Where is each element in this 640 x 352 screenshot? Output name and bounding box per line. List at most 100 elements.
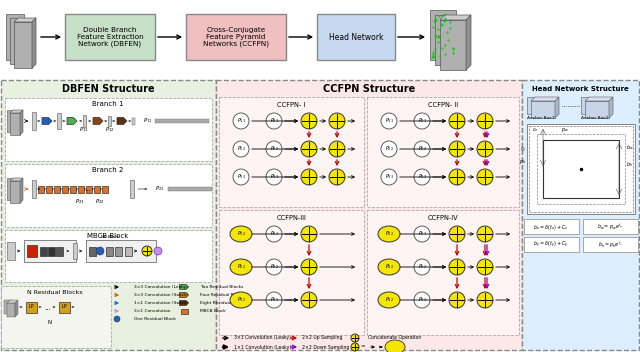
Bar (7, 178, 17, 200)
Bar (56, 246, 63, 256)
Polygon shape (555, 97, 559, 118)
Bar (440, 20, 466, 70)
Text: $P_{21}$: $P_{21}$ (269, 230, 278, 238)
Text: ...: ... (84, 186, 92, 192)
Text: $P_{13}$: $P_{13}$ (79, 126, 89, 134)
Circle shape (266, 113, 282, 129)
Text: Cross-Conjugate
Feature Pyramid
Networks (CCFPN): Cross-Conjugate Feature Pyramid Networks… (203, 27, 269, 47)
Text: $P_{22}$: $P_{22}$ (385, 263, 394, 271)
Bar (65, 14, 155, 60)
Circle shape (477, 113, 493, 129)
Circle shape (114, 316, 120, 322)
Text: Eight Residual Blocks: Eight Residual Blocks (200, 301, 246, 305)
Bar (435, 15, 461, 65)
Text: $P_{21}$: $P_{21}$ (417, 117, 426, 125)
Polygon shape (15, 300, 18, 317)
Bar (531, 101, 555, 118)
Circle shape (266, 292, 282, 308)
Text: $P_{12}$: $P_{12}$ (385, 230, 394, 238)
Text: $b_x = \delta(t_x) + C_x$: $b_x = \delta(t_x) + C_x$ (533, 222, 569, 232)
Polygon shape (531, 97, 559, 101)
Polygon shape (67, 118, 77, 125)
Text: 2×2 Down Sampling: 2×2 Down Sampling (302, 345, 349, 350)
Text: =: = (361, 345, 365, 350)
Bar (7, 110, 17, 132)
Bar (83, 115, 86, 127)
Text: $b_w$: $b_w$ (626, 144, 634, 152)
Text: NE Block: NE Block (101, 235, 119, 239)
Bar (38, 186, 44, 193)
Circle shape (233, 141, 249, 157)
Text: CCFPN-III: CCFPN-III (276, 215, 307, 221)
Bar (62, 186, 68, 193)
Circle shape (266, 226, 282, 242)
Bar (6, 14, 24, 60)
Text: $P_{32}$: $P_{32}$ (385, 296, 394, 304)
Text: $P_{33}$: $P_{33}$ (385, 172, 394, 181)
Bar (7, 303, 15, 317)
Circle shape (266, 169, 282, 185)
Circle shape (414, 259, 430, 275)
Text: One Residual Block: One Residual Block (134, 317, 176, 321)
Text: CCFPN- II: CCFPN- II (428, 102, 458, 108)
Text: 2×2 Up Sampling: 2×2 Up Sampling (302, 335, 342, 340)
Circle shape (414, 113, 430, 129)
Text: $P_{22}$: $P_{22}$ (385, 145, 394, 153)
Circle shape (301, 259, 317, 275)
Polygon shape (117, 118, 127, 125)
Bar (106, 246, 113, 256)
Circle shape (266, 259, 282, 275)
Text: $P_{22}$: $P_{22}$ (269, 145, 278, 153)
Circle shape (142, 246, 152, 256)
Bar (529, 126, 633, 212)
Text: Double Branch
Feature Extraction
Network (DBFEN): Double Branch Feature Extraction Network… (77, 27, 143, 47)
Bar (10, 18, 28, 64)
Bar (88, 246, 95, 256)
Bar (524, 237, 579, 252)
Polygon shape (179, 284, 189, 289)
Bar (585, 101, 609, 118)
Bar (58, 302, 70, 313)
Text: ...: ... (45, 305, 51, 311)
Ellipse shape (230, 292, 252, 308)
Polygon shape (20, 178, 23, 203)
Text: $P_{22}$: $P_{22}$ (95, 197, 105, 207)
Bar (5, 164, 212, 227)
Circle shape (477, 141, 493, 157)
Bar (581, 97, 605, 114)
Bar (86, 186, 92, 193)
Bar (86, 240, 156, 262)
Ellipse shape (378, 292, 400, 308)
Bar (70, 186, 76, 193)
Bar (583, 219, 638, 234)
Ellipse shape (378, 226, 400, 242)
Bar (108, 116, 111, 126)
Text: $P_{33}$: $P_{33}$ (237, 172, 246, 181)
Text: $P_{11}$: $P_{11}$ (385, 117, 394, 125)
Ellipse shape (378, 259, 400, 275)
Text: CCFPN-IV: CCFPN-IV (428, 215, 458, 221)
Text: $P_{32}$: $P_{32}$ (237, 296, 246, 304)
Bar (57, 113, 61, 129)
Circle shape (477, 292, 493, 308)
Bar (1, 80, 216, 350)
Polygon shape (32, 18, 36, 68)
Polygon shape (179, 301, 189, 306)
Text: Branch 2: Branch 2 (92, 167, 124, 173)
Text: 1×1 Convolution (Leaky): 1×1 Convolution (Leaky) (234, 345, 291, 350)
Bar (26, 302, 36, 313)
Text: $b_h$: $b_h$ (627, 161, 634, 169)
Bar (537, 134, 625, 204)
Text: $b_h = p_h e^{t_h}$: $b_h = p_h e^{t_h}$ (598, 240, 622, 250)
Bar (46, 186, 52, 193)
Circle shape (329, 113, 345, 129)
Text: 3×3 Convolution (Leaky): 3×3 Convolution (Leaky) (234, 335, 291, 340)
Bar (527, 124, 635, 214)
Text: $p_w$: $p_w$ (561, 126, 569, 134)
Bar (367, 97, 519, 207)
Text: $b_w = p_w e^{t_w}$: $b_w = p_w e^{t_w}$ (596, 222, 623, 232)
Circle shape (351, 343, 359, 351)
Ellipse shape (230, 226, 252, 242)
Text: $P_{22}$: $P_{22}$ (237, 145, 246, 153)
Bar (524, 219, 579, 234)
